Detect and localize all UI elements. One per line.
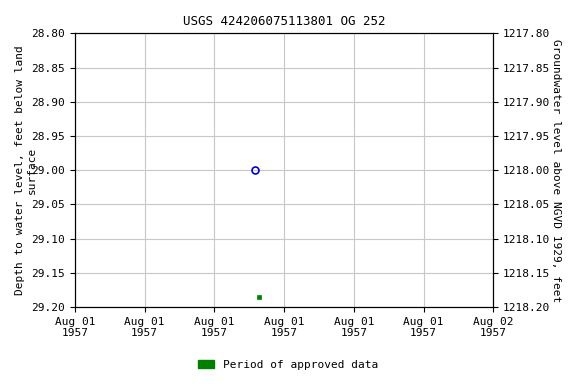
- Title: USGS 424206075113801 OG 252: USGS 424206075113801 OG 252: [183, 15, 385, 28]
- Legend: Period of approved data: Period of approved data: [193, 356, 383, 375]
- Y-axis label: Depth to water level, feet below land
surface: Depth to water level, feet below land su…: [15, 45, 37, 295]
- Y-axis label: Groundwater level above NGVD 1929, feet: Groundwater level above NGVD 1929, feet: [551, 38, 561, 302]
